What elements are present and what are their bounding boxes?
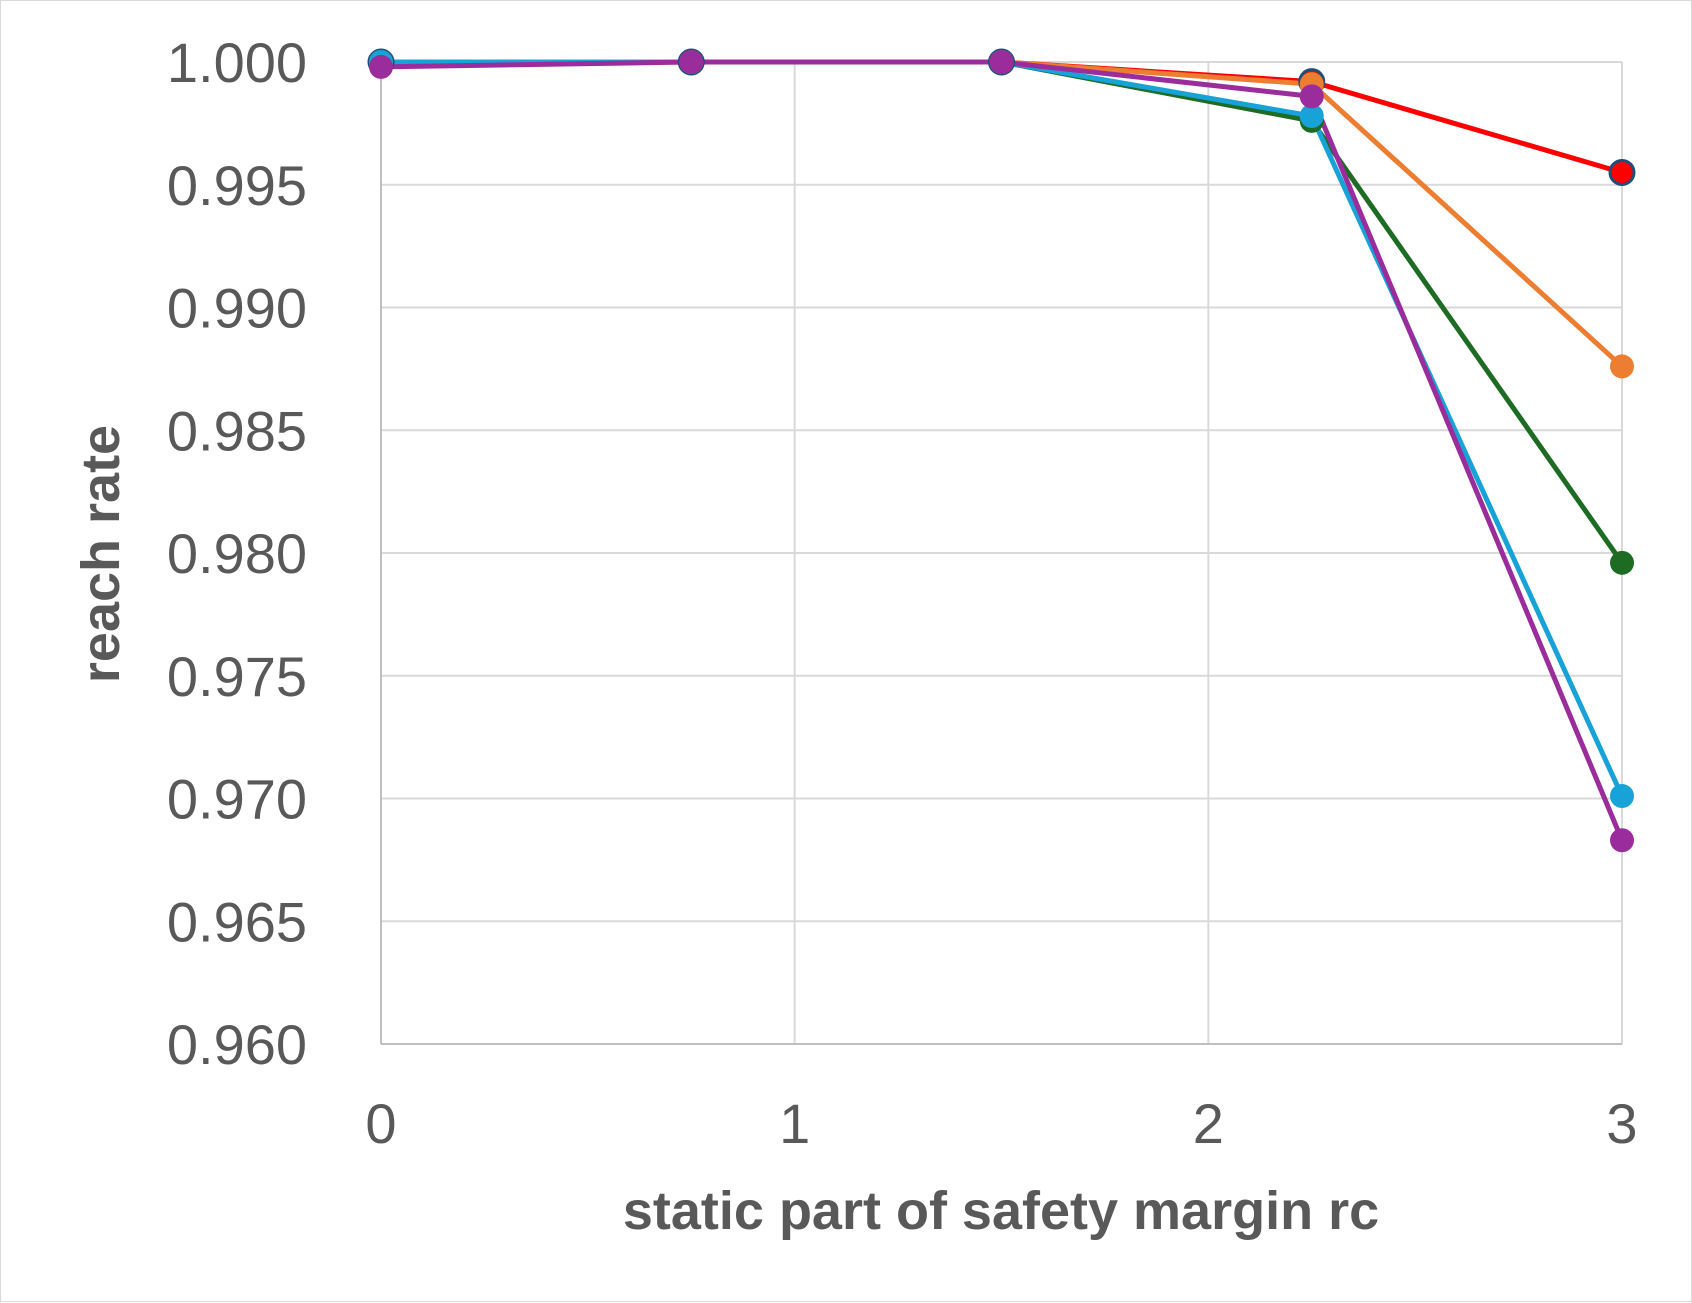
data-point-4 — [1299, 104, 1324, 129]
series-lines — [380, 59, 1625, 842]
series-line-2 — [381, 59, 1624, 369]
y-tick-label: 0.985 — [167, 399, 307, 462]
x-tick-labels: 0 1 2 3 — [365, 1092, 1637, 1155]
axes — [380, 62, 1622, 1045]
x-axis-title: static part of safety margin rc — [623, 1181, 1379, 1241]
y-tick-label: 0.980 — [167, 522, 307, 585]
data-point-5 — [679, 50, 704, 74]
series-line-1 — [381, 59, 1623, 175]
series-line-3 — [381, 59, 1625, 565]
y-axis-title: reach rate — [71, 425, 131, 683]
data-point-4 — [1610, 784, 1634, 809]
series-markers — [367, 48, 1636, 853]
data-point-2 — [1610, 354, 1634, 379]
data-point-3 — [1610, 550, 1634, 575]
x-tick-label: 0 — [365, 1092, 396, 1155]
y-tick-label: 0.960 — [167, 1013, 307, 1076]
series-line-5 — [380, 59, 1625, 842]
data-point-1 — [1608, 158, 1636, 186]
x-tick-label: 1 — [779, 1092, 810, 1155]
series-line-4 — [381, 59, 1625, 798]
y-tick-label: 0.970 — [167, 768, 307, 831]
y-tick-label: 0.975 — [167, 645, 307, 708]
y-tick-labels: 0.960 0.965 0.970 0.975 0.980 0.985 0.990 0.995… — [167, 31, 307, 1076]
y-tick-label: 0.990 — [167, 277, 307, 340]
data-point-5 — [1299, 84, 1324, 109]
data-point-5 — [989, 50, 1014, 74]
x-tick-label: 3 — [1606, 1092, 1637, 1155]
grid-lines — [381, 61, 1623, 1044]
y-tick-label: 0.965 — [167, 890, 307, 953]
y-tick-label: 1.000 — [167, 31, 307, 94]
data-point-5 — [369, 54, 393, 79]
data-point-5 — [1610, 828, 1634, 853]
x-tick-label: 2 — [1193, 1092, 1224, 1155]
y-tick-label: 0.995 — [167, 154, 307, 217]
